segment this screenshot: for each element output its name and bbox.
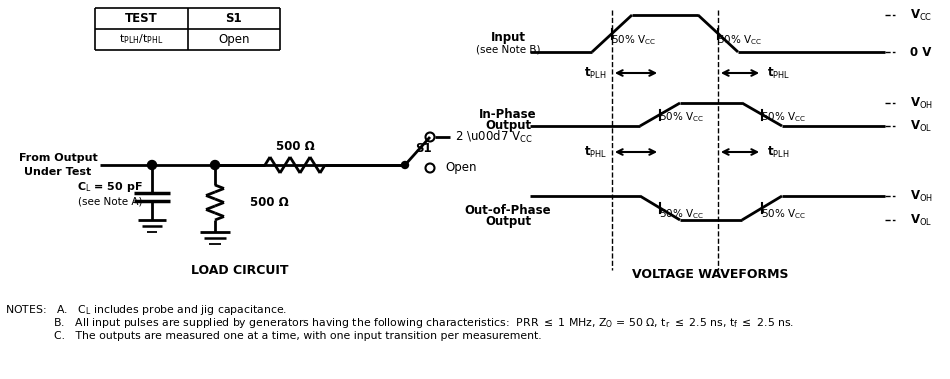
Circle shape [147,160,157,169]
Text: C$_{\rm L}$ = 50 pF: C$_{\rm L}$ = 50 pF [77,180,142,194]
Text: (see Note B): (see Note B) [476,44,541,54]
Text: Output: Output [484,215,531,227]
Text: 500 Ω: 500 Ω [276,141,314,153]
Text: t$_{\rm PHL}$: t$_{\rm PHL}$ [767,66,790,81]
Text: C.   The outputs are measured one at a time, with one input transition per measu: C. The outputs are measured one at a tim… [5,331,542,341]
Circle shape [402,161,408,169]
Text: S1: S1 [415,143,431,155]
Text: TEST: TEST [124,12,158,25]
Text: (see Note A): (see Note A) [78,197,142,207]
Text: Out-of-Phase: Out-of-Phase [465,204,551,216]
Circle shape [211,160,219,169]
Text: t$_{\rm PLH}$: t$_{\rm PLH}$ [584,66,607,81]
Text: Open: Open [445,161,477,174]
Text: NOTES:   A.   C$_{\rm L}$ includes probe and jig capacitance.: NOTES: A. C$_{\rm L}$ includes probe and… [5,303,287,317]
Text: 2 \u00d7 V$_{\rm CC}$: 2 \u00d7 V$_{\rm CC}$ [455,129,533,145]
Text: 0 V: 0 V [910,45,931,58]
Text: V$_{\rm OH}$: V$_{\rm OH}$ [910,96,933,111]
Text: 50% V$_{\rm CC}$: 50% V$_{\rm CC}$ [761,207,807,221]
Text: Output: Output [484,119,531,132]
Text: 50% V$_{\rm CC}$: 50% V$_{\rm CC}$ [761,110,807,124]
Text: S1: S1 [225,12,242,25]
Text: 50% V$_{\rm CC}$: 50% V$_{\rm CC}$ [612,33,656,47]
Text: 50% V$_{\rm CC}$: 50% V$_{\rm CC}$ [659,110,705,124]
Text: VOLTAGE WAVEFORMS: VOLTAGE WAVEFORMS [632,268,788,282]
Text: Under Test: Under Test [25,167,91,177]
Text: t$_{\rm PLH}$: t$_{\rm PLH}$ [767,144,789,160]
Text: 50% V$_{\rm CC}$: 50% V$_{\rm CC}$ [659,207,705,221]
Text: t$_{\rm PHL}$: t$_{\rm PHL}$ [583,144,607,160]
Text: Open: Open [218,33,250,46]
Text: In-Phase: In-Phase [479,108,537,121]
Text: LOAD CIRCUIT: LOAD CIRCUIT [191,263,289,277]
Text: 500 Ω: 500 Ω [250,196,289,210]
Text: t$_{\rm PLH}$/t$_{\rm PHL}$: t$_{\rm PLH}$/t$_{\rm PHL}$ [119,33,163,46]
Text: V$_{\rm CC}$: V$_{\rm CC}$ [910,8,932,22]
Text: 50% V$_{\rm CC}$: 50% V$_{\rm CC}$ [717,33,763,47]
Text: Input: Input [490,31,525,44]
Text: V$_{\rm OL}$: V$_{\rm OL}$ [910,213,932,227]
Text: B.   All input pulses are supplied by generators having the following characteri: B. All input pulses are supplied by gene… [5,316,794,330]
Text: V$_{\rm OH}$: V$_{\rm OH}$ [910,188,933,204]
Text: From Output: From Output [19,153,97,163]
Text: V$_{\rm OL}$: V$_{\rm OL}$ [910,119,932,133]
